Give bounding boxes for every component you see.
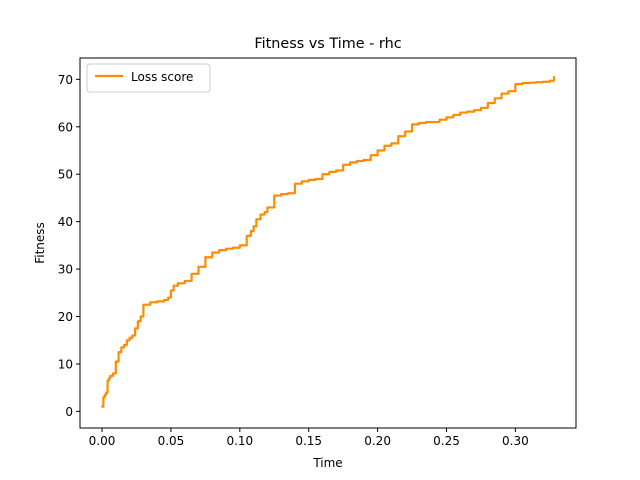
y-tick-label: 60: [58, 120, 73, 134]
x-axis: 0.00 0.05 0.10 0.15 0.20 0.25 0.30: [89, 428, 529, 448]
x-axis-label: Time: [312, 456, 342, 470]
x-tick-label: 0.00: [89, 434, 116, 448]
y-tick-label: 30: [58, 263, 73, 277]
y-tick-label: 20: [58, 310, 73, 324]
x-tick-label: 0.20: [364, 434, 391, 448]
x-tick-label: 0.05: [158, 434, 185, 448]
y-tick-label: 50: [58, 168, 73, 182]
legend-label: Loss score: [131, 70, 193, 84]
x-tick-label: 0.30: [502, 434, 529, 448]
x-tick-label: 0.25: [433, 434, 460, 448]
chart-title: Fitness vs Time - rhc: [254, 36, 401, 52]
series-line: [100, 75, 556, 408]
y-axis: 0 10 20 30 40 50 60 70: [58, 73, 80, 419]
y-tick-label: 40: [58, 215, 73, 229]
y-tick-label: 10: [58, 357, 73, 371]
legend-box: [86, 63, 211, 93]
y-tick-label: 70: [58, 73, 73, 87]
legend: Loss score: [86, 63, 211, 93]
y-tick-label: 0: [65, 405, 73, 419]
x-tick-label: 0.15: [295, 434, 322, 448]
y-axis-label: Fitness: [33, 222, 47, 264]
series-group: [100, 75, 556, 408]
x-tick-label: 0.10: [226, 434, 253, 448]
plot-frame: [79, 57, 577, 429]
